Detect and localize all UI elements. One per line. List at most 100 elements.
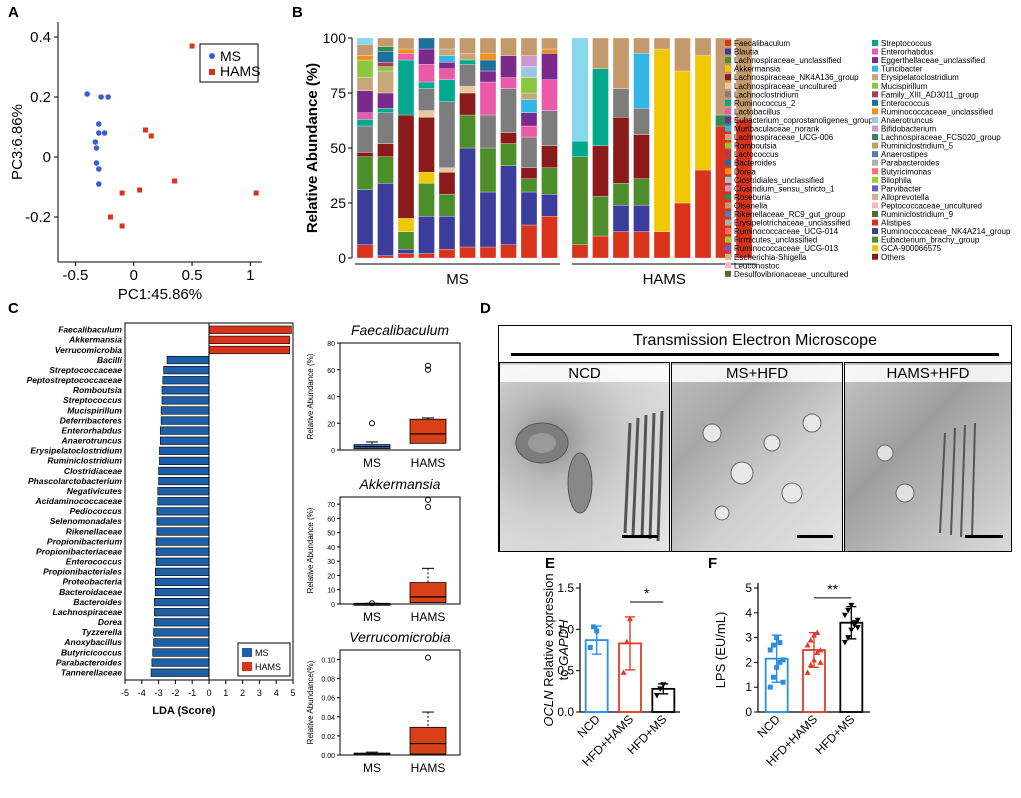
c-taxon-label: Erysipelatoclostridium — [30, 446, 122, 456]
a-y-axis-label: PC3:6.86% — [9, 104, 26, 180]
b-legend-swatch — [872, 57, 878, 64]
b-legend-swatch — [872, 151, 878, 158]
b-bar-segment-ms — [459, 37, 476, 54]
a-legend-hams-label: HAMS — [220, 63, 260, 79]
b-legend-label: Ruminococcus_2 — [734, 99, 796, 108]
b-legend-label: Anaerotruncus — [881, 116, 933, 125]
tem-image-ncd: NCD — [499, 362, 670, 552]
f-point — [777, 640, 783, 646]
b-legend-swatch — [872, 142, 878, 149]
c-box-x-label: HAMS — [411, 761, 446, 775]
b-legend-swatch — [872, 176, 878, 183]
b-legend-swatch — [872, 108, 878, 115]
b-y-tick-label: 50 — [330, 140, 346, 156]
c-taxon-label: Clostridiaceae — [64, 466, 122, 476]
b-legend-label: Muribaculaceae_norank — [734, 125, 820, 134]
e-point — [653, 692, 660, 699]
a-legend-box — [199, 43, 259, 83]
b-legend-swatch — [872, 125, 878, 132]
c-taxon-label: Streptococcus — [63, 395, 122, 405]
a-point-ms — [101, 130, 108, 136]
f-point — [767, 647, 773, 653]
b-legend-swatch — [725, 245, 731, 252]
b-legend-label: Ruminococcaceae_UCG-014 — [734, 227, 839, 236]
f-y-tick-label: 0 — [745, 705, 752, 719]
b-legend-label: Rikenellaceae_RC9_gut_group — [734, 210, 846, 219]
b-legend-swatch — [872, 202, 878, 209]
f-y-tick-label: 3 — [745, 631, 752, 645]
c-taxon-label: Propionibacteriaceae — [36, 546, 122, 556]
c-x-tick-label: 5 — [290, 688, 295, 698]
b-bar-segment-ms — [438, 37, 456, 50]
b-legend-label: Lachnospiraceae_UCG-006 — [734, 133, 834, 142]
b-legend-label: Family_XIII_AD3011_group — [881, 90, 979, 99]
f-point — [770, 674, 776, 680]
a-point-ms — [93, 160, 100, 166]
f-point — [814, 629, 821, 636]
c-taxon-label: Bacilli — [97, 355, 123, 365]
a-x-axis-label: PC1:45.86% — [118, 286, 202, 303]
f-point — [804, 669, 811, 675]
b-bar-segment-hams — [612, 37, 630, 89]
b-legend-swatch — [872, 228, 878, 235]
b-bar-segment-ms — [541, 37, 558, 50]
b-legend-swatch — [725, 202, 731, 209]
b-legend-swatch — [872, 82, 878, 89]
a-y-tick-label: 0.4 — [30, 29, 51, 46]
tem-scalebar-ms-hfd — [797, 535, 833, 538]
a-point-ms — [98, 94, 104, 100]
c-taxon-label: Rikenellaceae — [66, 526, 123, 536]
b-legend-swatch — [872, 134, 878, 141]
c-taxon-label: Peptostreptococcaceae — [27, 375, 123, 385]
tem-image-hams-hfd: HAMS+HFD — [844, 362, 1012, 552]
c-box-x-label: MS — [363, 456, 381, 470]
b-bar-segment-ms — [500, 37, 517, 56]
c-box-frame — [339, 649, 461, 756]
c-box-outlier — [369, 420, 375, 427]
b-group-label-ms: MS — [446, 271, 469, 288]
c-x-tick-label: -2 — [171, 688, 179, 698]
a-x-tick-label: 0.5 — [182, 267, 203, 284]
b-legend-swatch — [725, 116, 731, 123]
c-x-axis-label: LDA (Score) — [152, 705, 215, 717]
e-point — [594, 628, 600, 634]
c-taxon-label: Tyzzerella — [82, 627, 123, 637]
b-legend-label: Turicibacter — [881, 65, 923, 74]
c-box-y-tick-label: 0.10 — [321, 658, 335, 665]
c-box-y-tick-label: 0.08 — [321, 677, 335, 684]
b-y-axis-label: Relative Abundance (%) — [304, 63, 321, 233]
b-legend-swatch — [872, 185, 878, 192]
panel-a-label: A — [8, 4, 19, 21]
f-y-tick-label: 4 — [745, 606, 752, 620]
b-bar-segment-ms-others — [357, 38, 373, 45]
e-y-axis-label: OCLN Relative expression — [541, 573, 556, 726]
a-x-tick-label: 1 — [246, 267, 254, 284]
c-legend-hams-label: HAMS — [255, 662, 281, 672]
c-box-y-tick-label: 0.04 — [321, 715, 335, 722]
c-box-y-tick-label: 0 — [331, 448, 335, 455]
a-point-hams — [253, 190, 259, 196]
b-legend-swatch — [872, 193, 878, 200]
f-point — [767, 684, 773, 690]
f-x-label: NCD — [755, 712, 784, 741]
b-legend-label: Enterococcus — [881, 99, 929, 108]
panel-d-label: D — [480, 300, 491, 317]
b-legend-label: Parvibacter — [881, 184, 922, 193]
c-box-y-tick-label: 40 — [327, 545, 335, 552]
f-point — [780, 657, 786, 663]
b-group-label-hams: HAMS — [643, 271, 686, 288]
b-legend-swatch — [725, 65, 731, 72]
c-box-title: Akkermansia — [359, 476, 441, 492]
c-x-tick-label: -1 — [188, 688, 196, 698]
b-legend-swatch — [872, 236, 878, 243]
e-point — [587, 645, 593, 651]
b-legend-label: Eubacterium_brachy_group — [881, 236, 980, 245]
b-legend-label: Romboutsia — [734, 142, 777, 151]
b-legend-label: Butyricimonas — [881, 167, 931, 176]
c-box-y-label: Relative Abundance (%) — [306, 507, 315, 593]
b-bar-segment-ms — [418, 37, 435, 50]
c-box-title: Faecalibaculum — [351, 322, 449, 338]
b-legend-swatch — [872, 168, 878, 175]
tem-label-ms-hfd: MS+HFD — [672, 365, 842, 382]
